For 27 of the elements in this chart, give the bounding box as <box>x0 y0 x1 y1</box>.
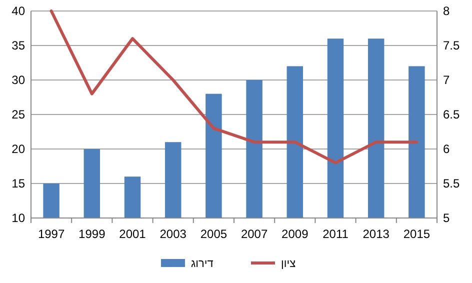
x-tick-label: 1997 <box>38 227 65 241</box>
legend-label: דירוג <box>191 258 214 270</box>
x-tick-label: 2009 <box>282 227 309 241</box>
x-tick-label: 1999 <box>78 227 106 241</box>
y2-tick-label: 5.5 <box>443 176 460 191</box>
y2-tick-label: 6 <box>443 142 450 156</box>
y-tick-label: 40 <box>12 4 26 18</box>
y2-tick-label: 8 <box>443 4 450 18</box>
y-tick-label: 35 <box>12 38 26 53</box>
x-tick-label: 2003 <box>160 227 187 241</box>
x-tick-label: 2013 <box>362 227 390 241</box>
legend-label: ציון <box>281 258 296 270</box>
x-tick-label: 2011 <box>322 227 349 241</box>
y2-tick-label: 5 <box>443 211 450 226</box>
y2-tick-label: 7 <box>443 73 450 88</box>
y-tick-label: 25 <box>12 108 26 122</box>
y-tick-label: 30 <box>12 73 26 88</box>
y-tick-label: 20 <box>12 142 26 156</box>
x-tick-label: 2015 <box>403 227 430 241</box>
y-tick-label: 10 <box>12 211 26 226</box>
line-series <box>50 10 418 164</box>
y2-tick-label: 6.5 <box>443 108 460 122</box>
x-tick-label: 2001 <box>119 227 146 241</box>
x-tick-label: 2007 <box>240 227 268 241</box>
y2-tick-label: 7.5 <box>443 38 460 53</box>
x-tick-label: 2005 <box>200 227 228 241</box>
y-tick-label: 15 <box>12 176 26 191</box>
